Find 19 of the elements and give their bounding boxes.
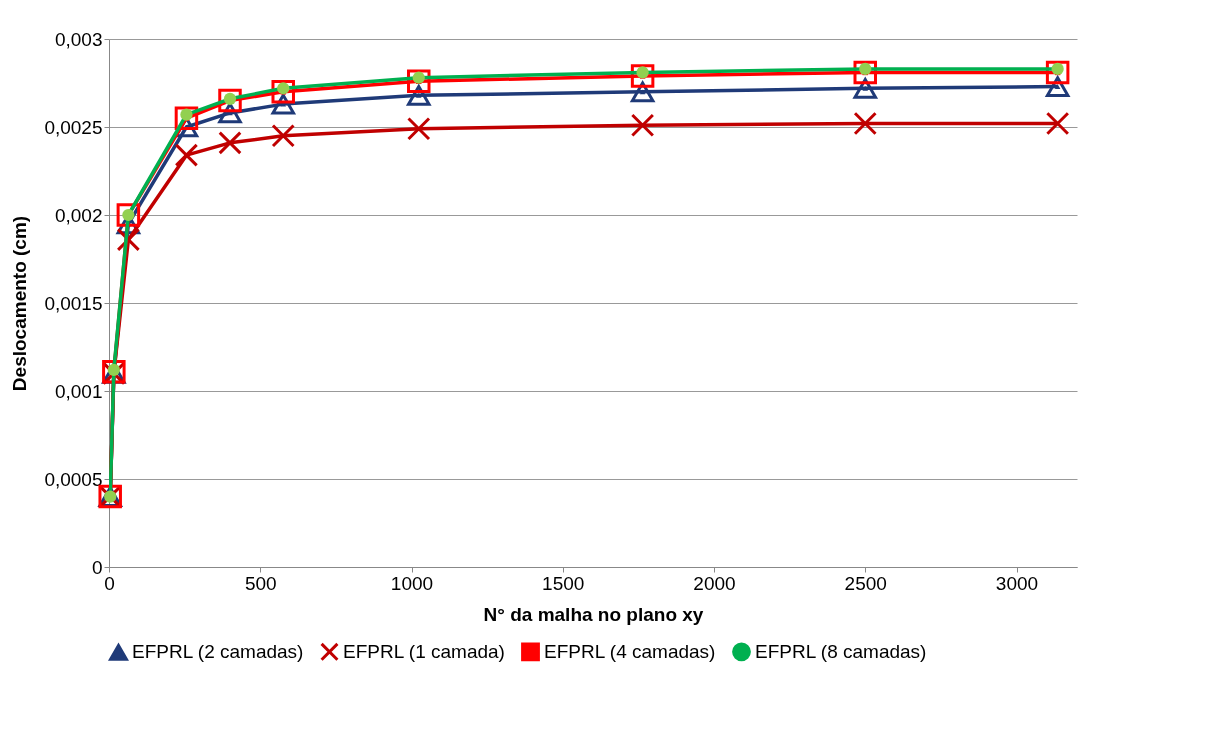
x-tick-label: 2500 — [844, 572, 887, 594]
x-tick-label: 3000 — [995, 572, 1039, 594]
legend-label: EFPRL (4 camadas) — [544, 640, 716, 662]
x-tick-label: 2000 — [693, 572, 736, 594]
y-axis-title: Deslocamento (cm) — [9, 215, 31, 392]
y-tick-label: 0,001 — [54, 380, 103, 402]
x-tick-label: 500 — [244, 572, 277, 594]
y-tick-label: 0,0025 — [44, 116, 103, 138]
y-tick-label: 0,002 — [54, 204, 103, 226]
x-axis-title: N° da malha no plano xy — [483, 603, 704, 625]
y-tick-label: 0,0015 — [44, 292, 103, 314]
legend-label: EFPRL (1 camada) — [343, 640, 505, 662]
legend-label: EFPRL (2 camadas) — [132, 641, 304, 663]
y-tick-label: 0,003 — [54, 28, 103, 50]
legend-label: EFPRL (8 camadas) — [755, 640, 927, 662]
y-tick-label: 0,0005 — [44, 468, 103, 490]
x-tick-label: 1500 — [542, 572, 585, 594]
x-tick-label: 1000 — [390, 572, 434, 594]
y-tick-label: 0 — [91, 556, 103, 578]
